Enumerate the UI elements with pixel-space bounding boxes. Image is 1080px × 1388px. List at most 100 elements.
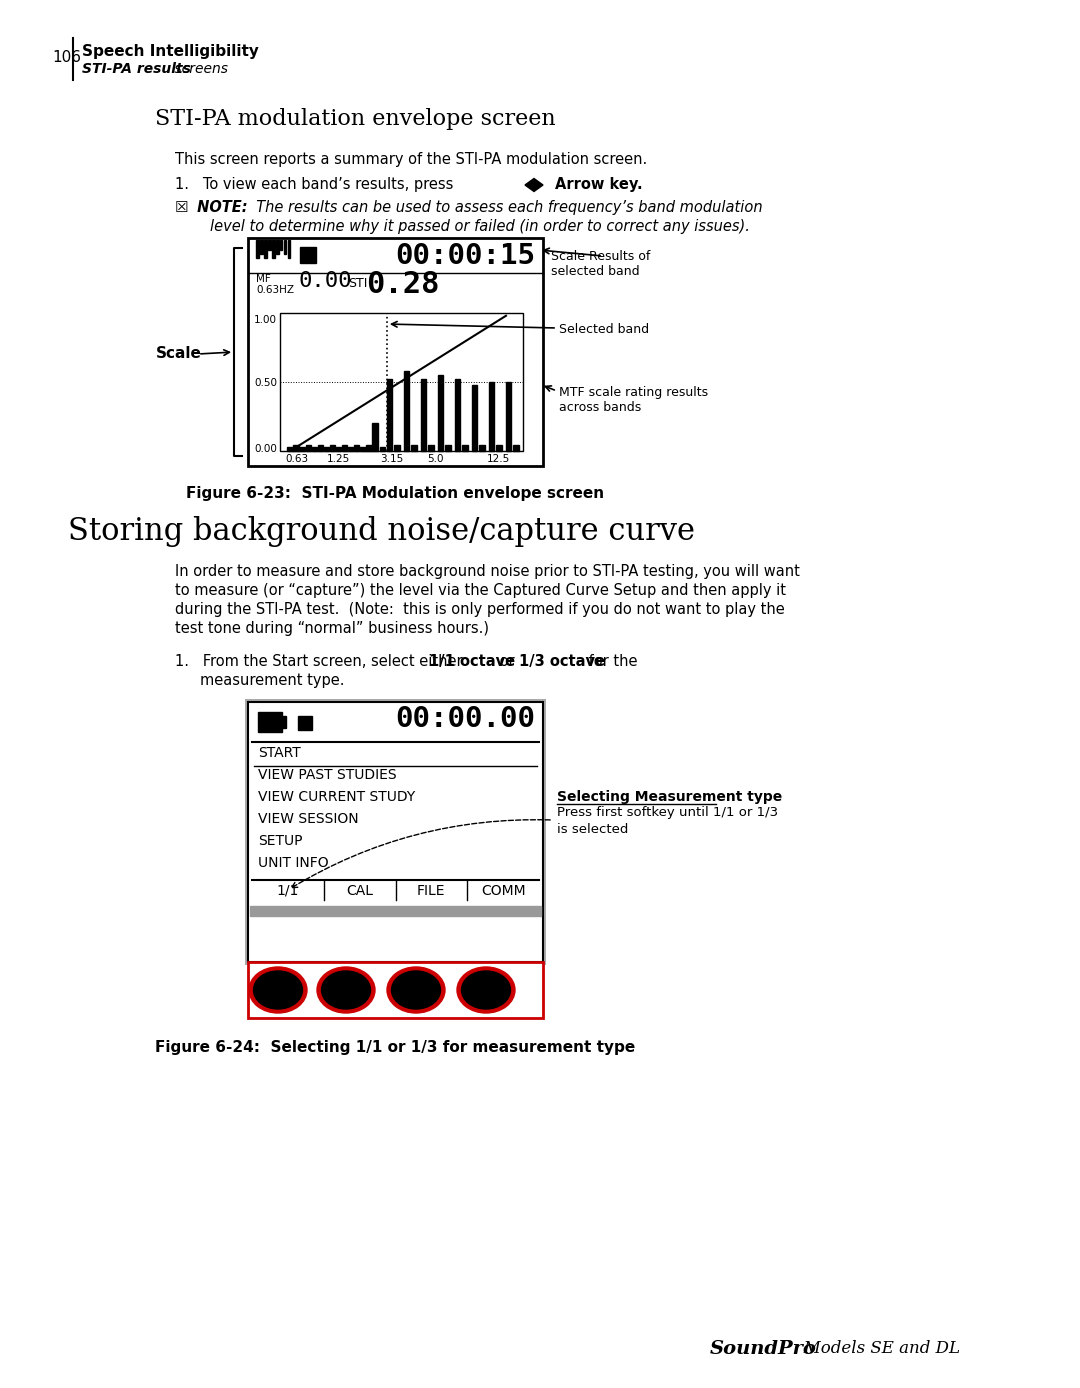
Text: Arrow key.: Arrow key.: [555, 178, 643, 192]
Bar: [312, 447, 316, 451]
Bar: [411, 446, 417, 451]
Bar: [300, 247, 316, 262]
Bar: [354, 446, 360, 451]
Bar: [324, 447, 329, 451]
Text: MTF scale rating results
across bands: MTF scale rating results across bands: [559, 386, 708, 414]
Bar: [294, 446, 299, 451]
Ellipse shape: [322, 972, 370, 1009]
Bar: [380, 447, 384, 451]
Bar: [394, 446, 400, 451]
Text: 5.0: 5.0: [428, 454, 444, 464]
Bar: [513, 446, 518, 451]
Text: 0.00: 0.00: [298, 271, 351, 291]
Text: 1.   To view each band’s results, press: 1. To view each band’s results, press: [175, 178, 462, 192]
Bar: [258, 712, 282, 731]
Text: Selecting Measurement type: Selecting Measurement type: [557, 790, 782, 804]
Text: 0.50: 0.50: [254, 378, 276, 389]
Ellipse shape: [254, 972, 302, 1009]
Text: or: or: [495, 654, 518, 669]
Bar: [272, 240, 275, 258]
Text: Storing background noise/capture curve: Storing background noise/capture curve: [68, 516, 696, 547]
Text: 0.28: 0.28: [366, 271, 440, 298]
Text: 1/1: 1/1: [276, 884, 299, 898]
Text: VIEW SESSION: VIEW SESSION: [258, 812, 359, 826]
Text: to measure (or “capture”) the level via the Captured Curve Setup and then apply : to measure (or “capture”) the level via …: [175, 583, 786, 598]
Text: UNIT INFO: UNIT INFO: [258, 856, 328, 870]
Bar: [366, 446, 372, 451]
Text: FILE: FILE: [417, 884, 446, 898]
Polygon shape: [525, 179, 543, 192]
Bar: [276, 240, 279, 254]
Bar: [282, 716, 286, 727]
Bar: [421, 379, 427, 451]
Text: ☒: ☒: [175, 200, 189, 215]
Bar: [348, 447, 353, 451]
Text: 12.5: 12.5: [487, 454, 511, 464]
Text: 1.   From the Start screen, select either: 1. From the Start screen, select either: [175, 654, 468, 669]
Text: VIEW PAST STUDIES: VIEW PAST STUDIES: [258, 768, 396, 781]
Text: STI: STI: [348, 278, 367, 290]
Text: during the STI-PA test.  (Note:  this is only performed if you do not want to pl: during the STI-PA test. (Note: this is o…: [175, 602, 785, 618]
Text: 1.00: 1.00: [254, 315, 276, 325]
Bar: [489, 382, 495, 451]
Bar: [249, 906, 541, 916]
Text: STI-PA modulation envelope screen: STI-PA modulation envelope screen: [156, 108, 555, 130]
Bar: [480, 446, 485, 451]
Bar: [287, 447, 293, 451]
Text: Press first softkey until 1/1 or 1/3: Press first softkey until 1/1 or 1/3: [557, 806, 778, 819]
Bar: [361, 447, 365, 451]
Text: Models SE and DL: Models SE and DL: [788, 1339, 960, 1357]
Text: CAL: CAL: [346, 884, 373, 898]
Text: 1/3 octave: 1/3 octave: [518, 654, 605, 669]
Text: SoundPro: SoundPro: [710, 1339, 816, 1357]
Bar: [472, 384, 477, 451]
Text: COMM: COMM: [481, 884, 526, 898]
Bar: [387, 379, 392, 451]
Bar: [404, 371, 409, 451]
Text: STI-PA results: STI-PA results: [82, 62, 191, 76]
Text: START: START: [258, 745, 300, 761]
Text: 00:00.00: 00:00.00: [395, 705, 535, 733]
Text: VIEW CURRENT STUDY: VIEW CURRENT STUDY: [258, 790, 415, 804]
Bar: [280, 240, 282, 250]
Bar: [429, 446, 433, 451]
Ellipse shape: [387, 967, 445, 1013]
Bar: [497, 446, 501, 451]
Text: Figure 6-24:  Selecting 1/1 or 1/3 for measurement type: Figure 6-24: Selecting 1/1 or 1/3 for me…: [154, 1040, 635, 1055]
Bar: [438, 375, 443, 451]
Bar: [268, 240, 271, 250]
Text: for the: for the: [584, 654, 638, 669]
Text: SETUP: SETUP: [258, 834, 302, 848]
Text: 00:00:15: 00:00:15: [395, 242, 535, 271]
Text: Scale: Scale: [156, 346, 202, 361]
Bar: [284, 240, 286, 254]
Text: 106: 106: [52, 50, 81, 65]
Text: 0.63: 0.63: [285, 454, 309, 464]
Bar: [342, 446, 348, 451]
Text: level to determine why it passed or failed (in order to correct any issues).: level to determine why it passed or fail…: [210, 219, 750, 235]
Ellipse shape: [318, 967, 375, 1013]
Text: In order to measure and store background noise prior to STI-PA testing, you will: In order to measure and store background…: [175, 564, 800, 579]
Bar: [329, 446, 335, 451]
Bar: [248, 237, 543, 466]
Text: MF: MF: [256, 273, 271, 285]
Ellipse shape: [391, 972, 441, 1009]
Bar: [280, 314, 523, 451]
Bar: [260, 240, 264, 254]
Bar: [462, 446, 468, 451]
Bar: [318, 446, 323, 451]
Ellipse shape: [249, 967, 307, 1013]
Bar: [455, 379, 460, 451]
Text: 1/1 octave: 1/1 octave: [429, 654, 515, 669]
Text: Speech Intelligibility: Speech Intelligibility: [82, 44, 259, 60]
Bar: [288, 240, 291, 258]
Text: NOTE:: NOTE:: [192, 200, 247, 215]
Bar: [264, 240, 267, 258]
Bar: [248, 962, 543, 1017]
Bar: [306, 446, 311, 451]
Text: The results can be used to assess each frequency’s band modulation: The results can be used to assess each f…: [247, 200, 762, 215]
Bar: [445, 446, 450, 451]
Bar: [507, 382, 511, 451]
Ellipse shape: [457, 967, 515, 1013]
Text: measurement type.: measurement type.: [200, 673, 345, 688]
